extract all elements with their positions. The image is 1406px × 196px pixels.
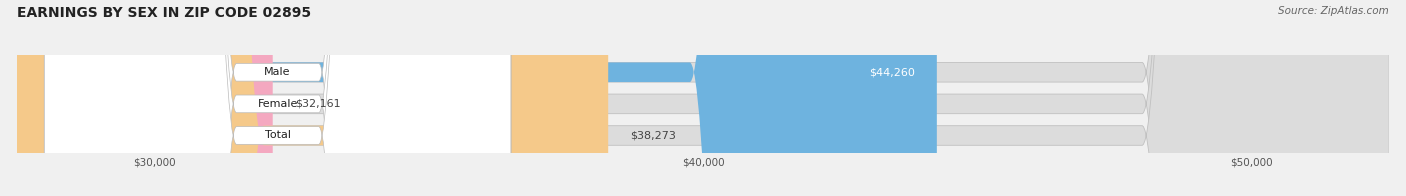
Text: Male: Male: [264, 67, 291, 77]
FancyBboxPatch shape: [45, 0, 510, 196]
Text: $44,260: $44,260: [869, 67, 915, 77]
FancyBboxPatch shape: [17, 0, 609, 196]
FancyBboxPatch shape: [17, 0, 273, 196]
FancyBboxPatch shape: [17, 0, 1389, 196]
Text: Total: Total: [264, 131, 291, 141]
FancyBboxPatch shape: [17, 0, 1389, 196]
Text: Source: ZipAtlas.com: Source: ZipAtlas.com: [1278, 6, 1389, 16]
FancyBboxPatch shape: [17, 0, 936, 196]
Text: $32,161: $32,161: [295, 99, 340, 109]
FancyBboxPatch shape: [45, 0, 510, 196]
FancyBboxPatch shape: [17, 0, 1389, 196]
Text: $38,273: $38,273: [630, 131, 676, 141]
Text: Female: Female: [257, 99, 298, 109]
Text: EARNINGS BY SEX IN ZIP CODE 02895: EARNINGS BY SEX IN ZIP CODE 02895: [17, 6, 311, 20]
FancyBboxPatch shape: [45, 0, 510, 196]
